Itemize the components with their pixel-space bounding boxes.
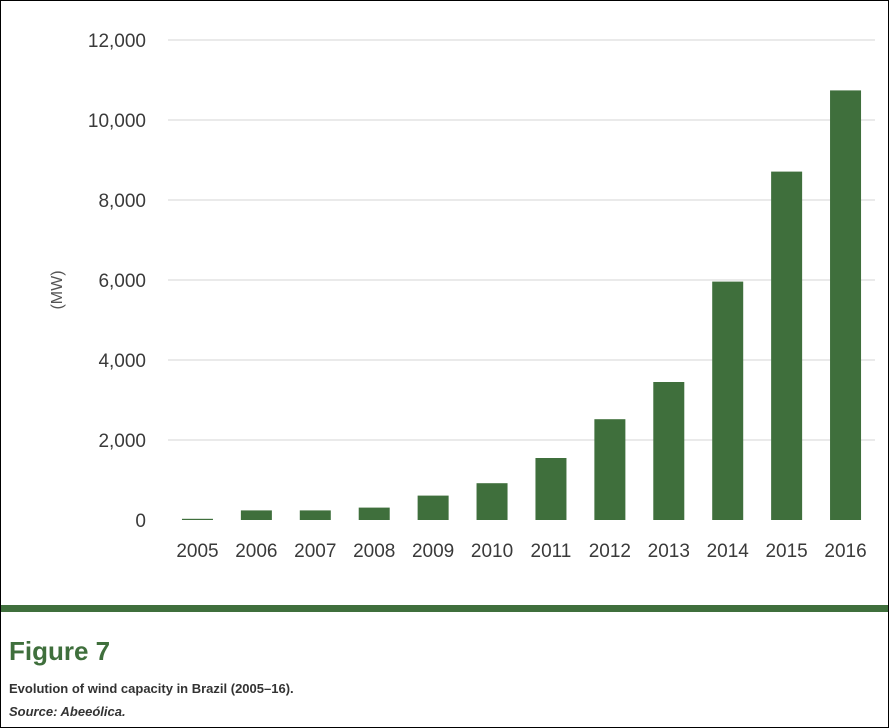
x-axis-ticks: 2005 2006 2007 2008 2009 2010 2011 2012 2013 2014… [176,541,866,562]
bar-2009 [417,495,449,520]
y-axis-label: (MW) [49,270,66,309]
bar-2005 [181,518,213,520]
x-tick-label: 2015 [765,541,807,562]
bar-2011 [535,458,567,520]
y-tick-label: 2,000 [98,431,146,452]
figure-label: Figure 7 [9,636,111,666]
x-tick-label: 2013 [648,541,690,562]
y-tick-label: 10,000 [88,111,146,132]
x-tick-label: 2010 [471,541,513,562]
bar-2007 [299,510,331,520]
y-tick-label: 4,000 [98,351,146,372]
x-tick-label: 2005 [176,541,218,562]
figure-caption: Evolution of wind capacity in Brazil (20… [9,681,294,696]
y-axis-ticks: 0 2,000 4,000 6,000 8,000 10,000 12,000 [88,31,146,532]
figure-source: Source: Abeeólica. [9,704,126,719]
y-tick-label: 12,000 [88,31,146,52]
x-tick-label: 2007 [294,541,336,562]
bar-2014 [712,281,744,520]
x-tick-label: 2016 [824,541,866,562]
bar-2008 [358,507,390,520]
x-tick-label: 2012 [589,541,631,562]
bar-2013 [653,382,685,520]
bar-2016 [830,90,862,521]
x-tick-label: 2009 [412,541,454,562]
gridlines [168,39,875,441]
y-tick-label: 6,000 [98,271,146,292]
x-tick-label: 2008 [353,541,395,562]
y-tick-label: 8,000 [98,191,146,212]
bar-2010 [476,483,508,520]
x-tick-label: 2006 [235,541,277,562]
bar-2015 [771,171,803,520]
bar-2012 [594,419,626,520]
bar-2006 [240,510,272,520]
x-tick-label: 2014 [707,541,750,562]
bars [181,90,862,521]
x-tick-label: 2011 [531,541,572,562]
figure-divider [1,605,888,612]
y-tick-label: 0 [135,511,146,532]
